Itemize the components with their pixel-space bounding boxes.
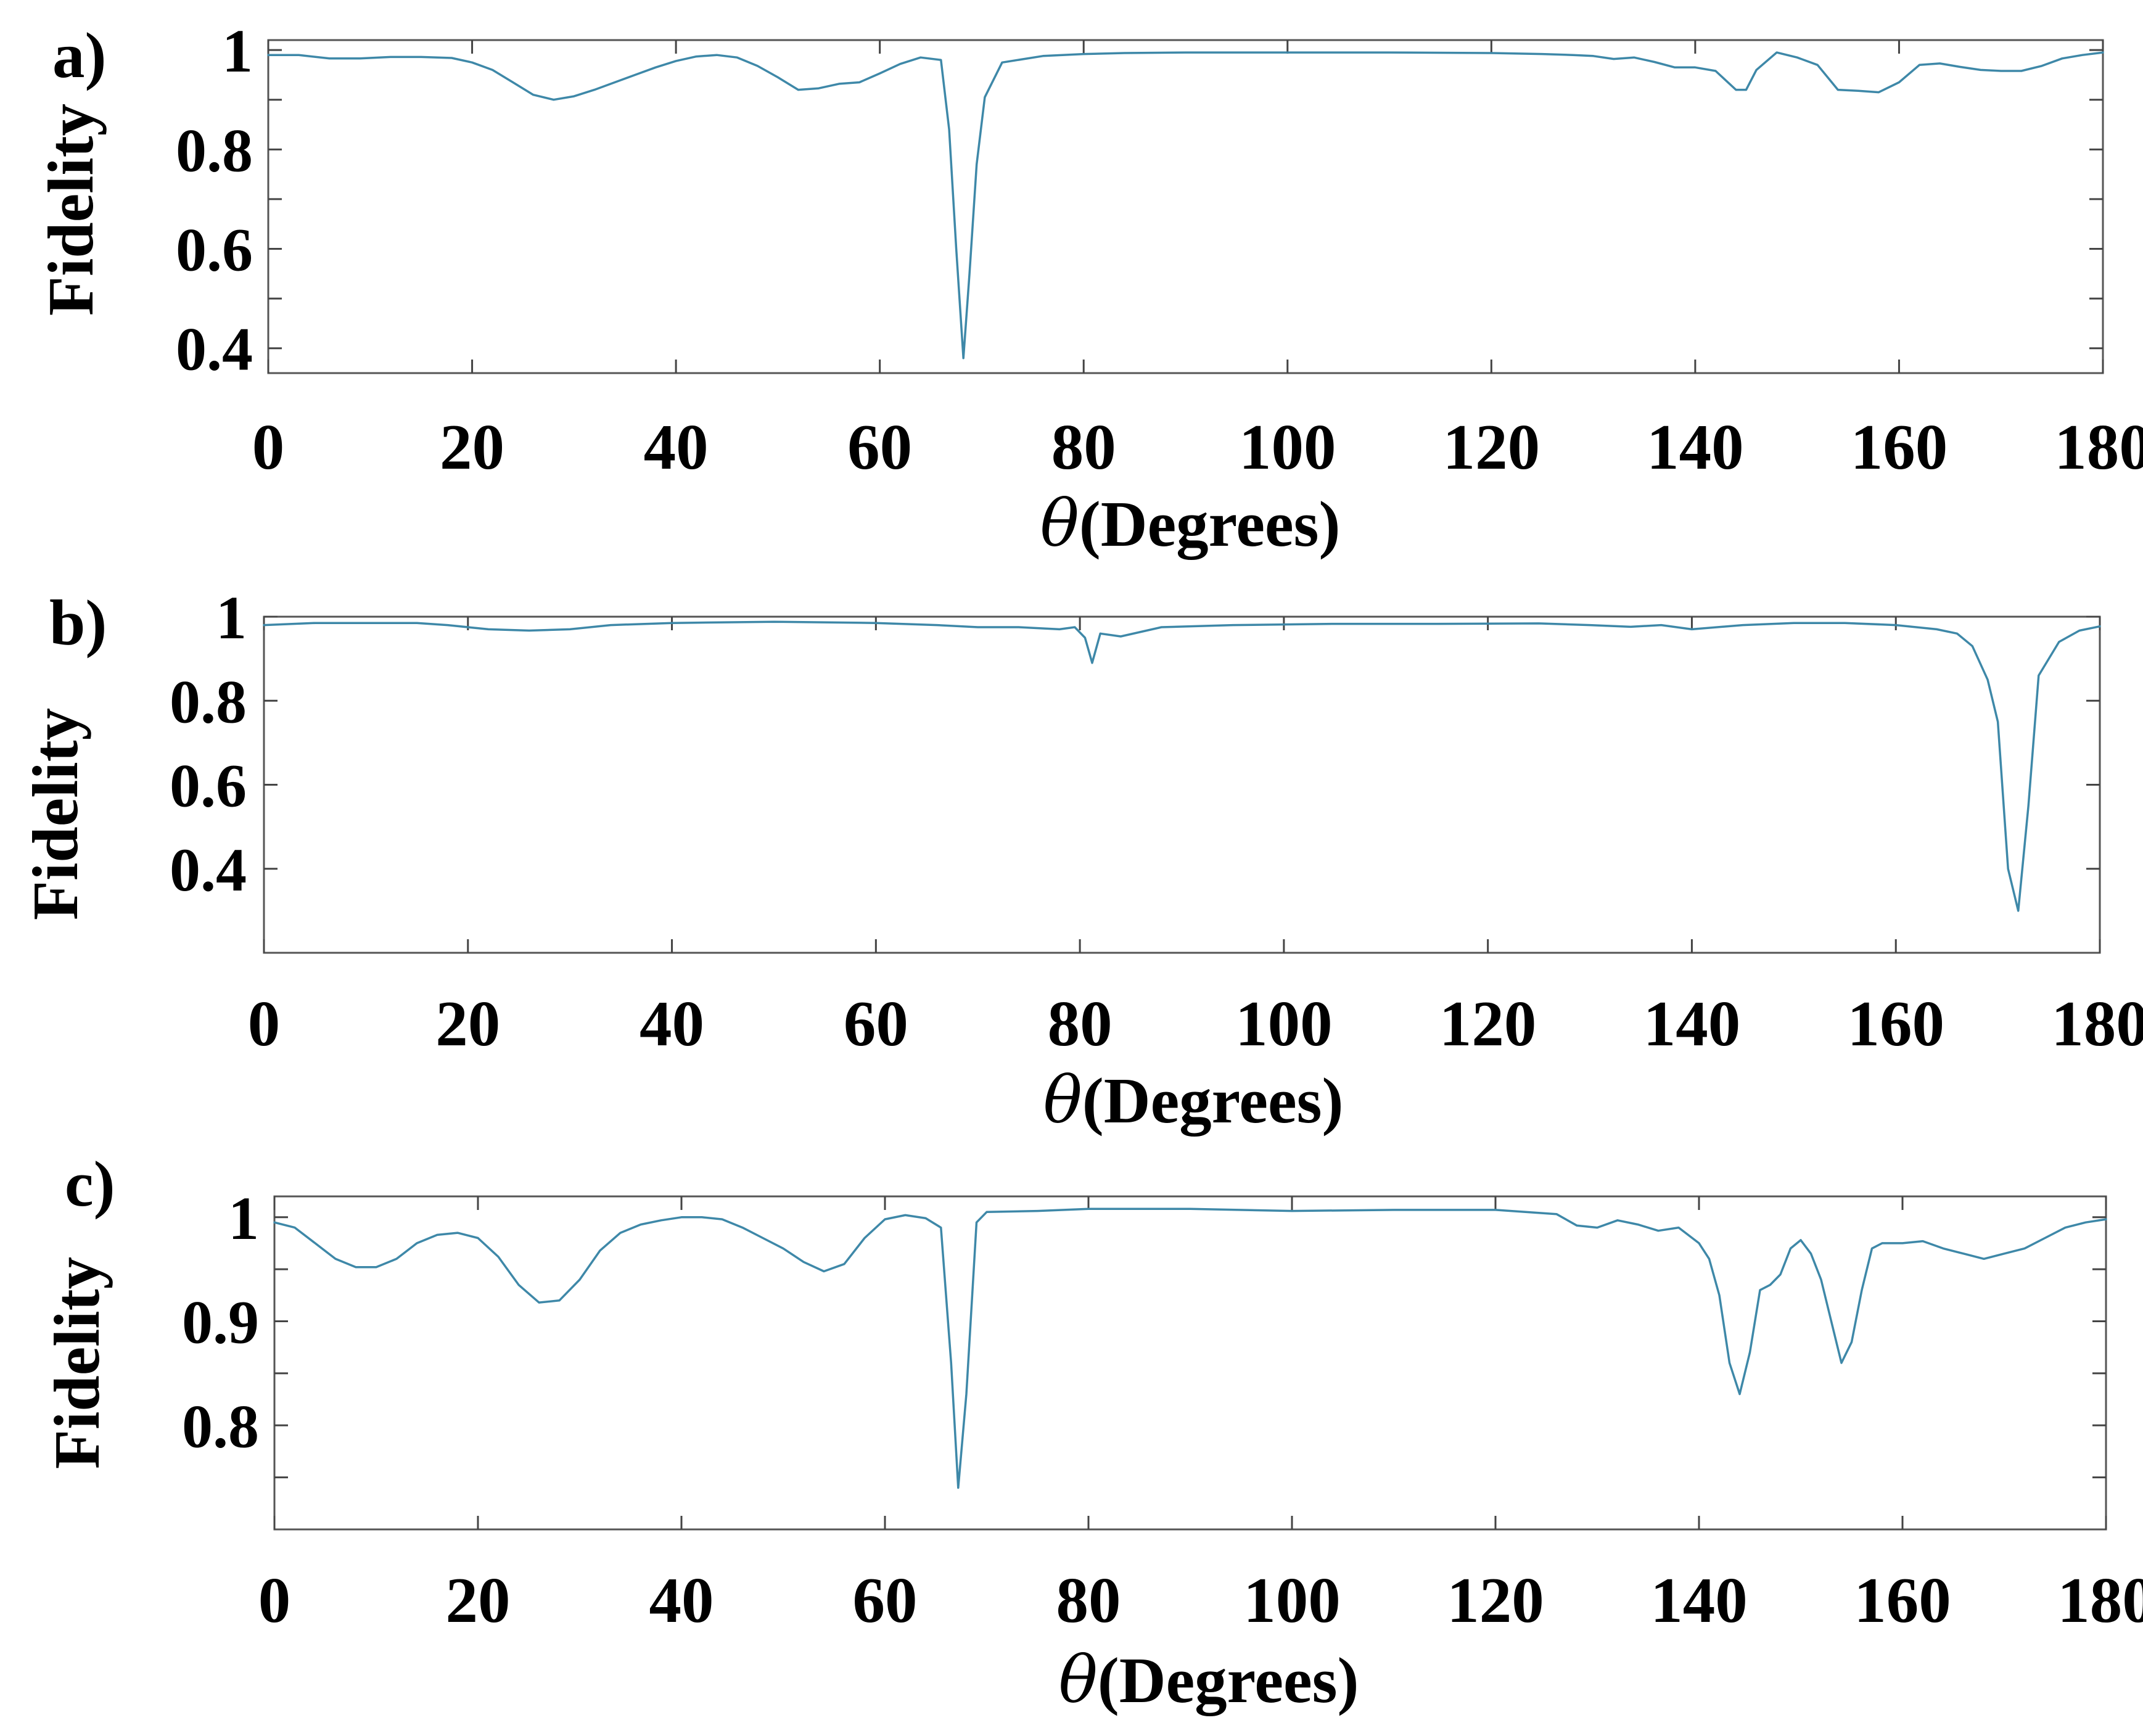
x-tick-label: 140	[1650, 1564, 1748, 1636]
x-tick-label: 100	[1243, 1564, 1341, 1636]
x-tick-label: 180	[2057, 1564, 2143, 1636]
x-tick-label: 60	[853, 1564, 918, 1636]
panel-label: b)	[49, 586, 107, 659]
x-tick-label: 80	[1051, 411, 1116, 483]
y-tick-label: 0.4	[170, 836, 247, 904]
x-tick-label: 60	[847, 411, 912, 483]
x-axis-unit: (Degrees)	[1098, 1644, 1359, 1716]
y-axis-label: Fidelity	[35, 104, 107, 316]
x-tick-label: 60	[844, 987, 908, 1059]
x-tick-label: 120	[1439, 987, 1537, 1059]
x-axis-label: θ(Degrees)	[1040, 486, 1341, 561]
y-tick-label: 1	[216, 583, 247, 652]
fidelity-series-line	[273, 1207, 2107, 1489]
x-axis-unit: (Degrees)	[1079, 488, 1341, 560]
x-tick-label: 0	[258, 1564, 291, 1636]
x-axis-symbol: θ	[1059, 1642, 1098, 1717]
y-tick-label: 0.9	[182, 1288, 259, 1357]
x-tick-label: 140	[1647, 411, 1744, 483]
fidelity-series-line	[263, 620, 2101, 912]
y-tick-label: 0.6	[170, 752, 247, 820]
x-tick-label: 40	[640, 987, 704, 1059]
x-tick-label: 120	[1447, 1564, 1544, 1636]
x-tick-label: 20	[440, 411, 504, 483]
x-tick-label: 160	[1851, 411, 1948, 483]
x-axis-symbol: θ	[1040, 486, 1079, 561]
y-axis-label: Fidelity	[19, 708, 91, 920]
x-tick-label: 80	[1056, 1564, 1121, 1636]
x-tick-label: 100	[1239, 411, 1336, 483]
y-tick-label: 0.6	[176, 216, 253, 284]
plot-frame	[263, 615, 2101, 954]
y-tick-label: 0.8	[182, 1392, 259, 1460]
chart-panel-3: 0 20 40 60 80 100 120 140 160 180 0.8 0.9 1 c) Fidelit…	[41, 1148, 2143, 1717]
y-tick-label: 1	[228, 1184, 259, 1253]
x-axis-unit: (Degrees)	[1082, 1064, 1344, 1137]
chart-panel-2: 0 20 40 60 80 100 120 140 160 180 0.4 0.6 0.8 1 b) Fide…	[19, 583, 2143, 1138]
plot-frame	[273, 1195, 2107, 1531]
x-tick-label: 40	[649, 1564, 714, 1636]
x-tick-label: 20	[446, 1564, 511, 1636]
chart-panel-1: 0 20 40 60 80 100 120 140 160 180 0.4 0.6 0.8 1 a) Fide…	[35, 17, 2143, 561]
x-tick-label: 100	[1235, 987, 1333, 1059]
y-tick-label: 1	[222, 17, 253, 85]
x-axis-symbol: θ	[1043, 1063, 1082, 1138]
y-axis-label: Fidelity	[41, 1257, 113, 1469]
x-tick-label: 40	[644, 411, 709, 483]
x-axis-label: θ(Degrees)	[1059, 1642, 1359, 1717]
x-tick-label: 0	[252, 411, 285, 483]
x-tick-label: 180	[2054, 411, 2143, 483]
x-tick-label: 20	[435, 987, 500, 1059]
x-tick-label: 180	[2051, 987, 2143, 1059]
panel-label: c)	[65, 1148, 115, 1220]
x-tick-label: 140	[1643, 987, 1741, 1059]
plot-frame	[267, 39, 2104, 374]
y-tick-label: 0.4	[176, 315, 253, 384]
x-tick-label: 80	[1048, 987, 1113, 1059]
x-tick-label: 160	[1847, 987, 1944, 1059]
x-tick-label: 120	[1443, 411, 1540, 483]
fidelity-series-line	[267, 51, 2104, 360]
x-axis-label: θ(Degrees)	[1043, 1063, 1344, 1138]
y-tick-label: 0.8	[176, 116, 253, 184]
x-tick-label: 0	[248, 987, 281, 1059]
panel-label: a)	[52, 19, 106, 91]
y-tick-label: 0.8	[170, 667, 247, 736]
x-tick-label: 160	[1854, 1564, 1951, 1636]
